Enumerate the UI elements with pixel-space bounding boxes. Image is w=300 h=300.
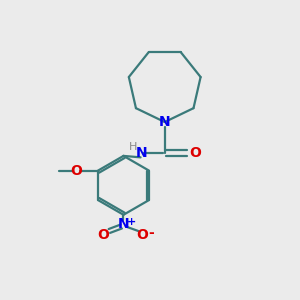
Text: O: O	[189, 146, 201, 160]
Text: O: O	[70, 164, 82, 178]
Text: O: O	[136, 228, 148, 242]
Text: N: N	[135, 146, 147, 160]
Text: H: H	[129, 142, 137, 152]
Text: O: O	[97, 228, 109, 242]
Text: N: N	[159, 115, 170, 129]
Text: +: +	[127, 217, 136, 226]
Text: -: -	[148, 226, 154, 240]
Text: N: N	[118, 218, 129, 232]
